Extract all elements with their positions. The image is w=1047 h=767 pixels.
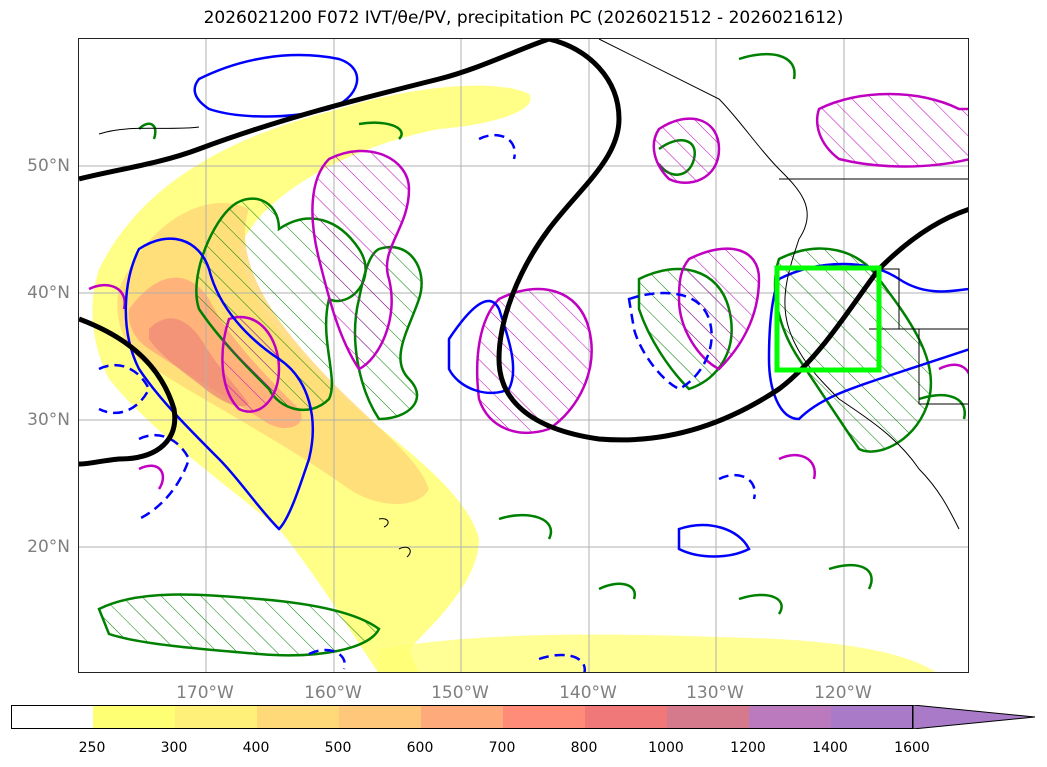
ivt-colorbar	[11, 705, 1036, 729]
map-panel	[78, 38, 969, 673]
colorbar-tick-700: 700	[488, 740, 516, 756]
colorbar-segment	[339, 705, 421, 729]
region-box	[774, 265, 882, 373]
colorbar-tick-1200: 1200	[730, 740, 766, 756]
lon-label-140w: 140°W	[559, 683, 617, 703]
colorbar-segment	[831, 705, 913, 729]
colorbar-tick-1600: 1600	[894, 740, 930, 756]
colorbar-segment	[175, 705, 257, 729]
colorbar-tick-1000: 1000	[648, 740, 684, 756]
colorbar-segment	[421, 705, 503, 729]
colorbar-tick-600: 600	[406, 740, 434, 756]
ivt-shade-250b	[379, 634, 936, 672]
colorbar-outline	[11, 705, 913, 729]
lat-label-40n: 40°N	[27, 283, 70, 303]
coastlines	[98, 39, 968, 558]
colorbar-segment	[503, 705, 585, 729]
colorbar-extend-arrow	[912, 705, 1036, 729]
colorbar-segment	[585, 705, 667, 729]
pv-2-line	[79, 39, 968, 467]
colorbar-tick-800: 800	[570, 740, 598, 756]
lon-label-150w: 150°W	[431, 683, 489, 703]
lon-label-170w: 170°W	[176, 683, 234, 703]
colorbar-segment	[93, 705, 175, 729]
lat-label-30n: 30°N	[27, 410, 70, 430]
lat-label-20n: 20°N	[27, 537, 70, 557]
map-title: 2026021200 F072 IVT/θe/PV, precipitation…	[203, 8, 844, 28]
pv-contours	[88, 92, 968, 490]
ivt-shade-700	[149, 318, 249, 407]
colorbar-segment	[749, 705, 831, 729]
lon-label-160w: 160°W	[304, 683, 362, 703]
lon-label-130w: 130°W	[686, 683, 744, 703]
colorbar-segment	[667, 705, 749, 729]
colorbar-tick-400: 400	[242, 740, 270, 756]
colorbar-segment	[11, 705, 93, 729]
colorbar-segment	[257, 705, 339, 729]
colorbar-tick-500: 500	[324, 740, 352, 756]
lat-label-50n: 50°N	[27, 156, 70, 176]
colorbar-tick-250: 250	[78, 740, 106, 756]
colorbar-tick-300: 300	[160, 740, 188, 756]
colorbar-tick-1400: 1400	[812, 740, 848, 756]
map-canvas	[79, 39, 968, 672]
lon-label-120w: 120°W	[814, 683, 872, 703]
